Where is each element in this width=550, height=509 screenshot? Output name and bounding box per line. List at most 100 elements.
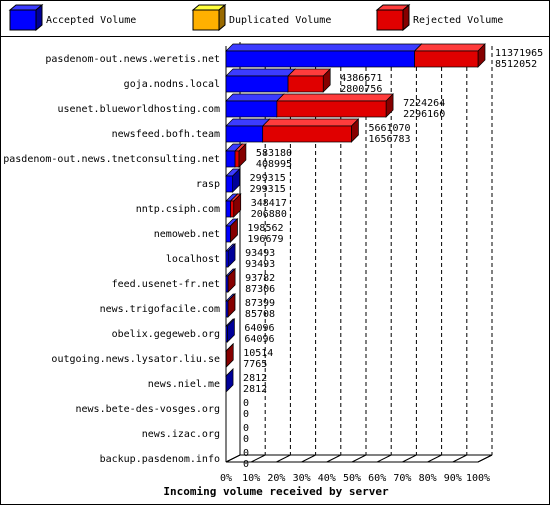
legend-swatch — [219, 5, 225, 30]
total-label: 0 — [243, 423, 249, 434]
category-label: pasdenom-out.news.weretis.net — [45, 54, 220, 65]
accepted-label: 85708 — [245, 309, 275, 320]
total-label: 4386671 — [340, 73, 382, 84]
bar-top — [277, 94, 393, 101]
total-label: 0 — [243, 448, 249, 459]
total-label: 299315 — [250, 173, 286, 184]
accepted-label: 2800756 — [340, 84, 382, 95]
accepted-label: 64096 — [244, 334, 274, 345]
accepted-label: 196679 — [247, 234, 283, 245]
x-tick-label: 30% — [293, 473, 311, 484]
accepted-label: 408995 — [256, 159, 292, 170]
total-label: 0 — [243, 398, 249, 409]
bar-top — [226, 119, 270, 126]
category-label: nntp.csiph.com — [136, 204, 220, 215]
bar-front — [226, 151, 235, 167]
bar-top — [226, 44, 422, 51]
legend-label: Rejected Volume — [413, 15, 503, 26]
bar-front — [226, 226, 230, 242]
bar-segment — [226, 44, 422, 67]
bar-top — [263, 119, 359, 126]
x-tick-label: 10% — [242, 473, 260, 484]
category-label: rasp — [196, 179, 220, 190]
accepted-label: 0 — [243, 409, 249, 420]
legend-label: Duplicated Volume — [229, 15, 331, 26]
total-label: 198562 — [247, 223, 283, 234]
total-label: 2812 — [243, 373, 267, 384]
bar-segment — [263, 119, 359, 142]
x-tick-label: 60% — [368, 473, 386, 484]
bar-top — [226, 69, 295, 76]
accepted-label: 0 — [243, 459, 249, 470]
legend-swatch — [377, 10, 403, 30]
x-tick-label: 80% — [419, 473, 437, 484]
accepted-label: 7765 — [243, 359, 267, 370]
category-label: newsfeed.bofh.team — [112, 129, 220, 140]
category-label: news.bete-des-vosges.org — [76, 404, 221, 415]
bar-front — [226, 326, 227, 342]
bar-top — [226, 94, 284, 101]
total-label: 10514 — [243, 348, 273, 359]
category-label: pasdenom-out.news.tnetconsulting.net — [3, 154, 220, 165]
category-label: news.izac.org — [142, 429, 220, 440]
accepted-label: 87306 — [245, 284, 275, 295]
accepted-label: 2812 — [243, 384, 267, 395]
bar-front — [226, 251, 228, 267]
accepted-label: 8512052 — [495, 59, 537, 70]
bar-front — [226, 76, 288, 92]
total-label: 11371965 — [495, 48, 543, 59]
x-tick-label: 50% — [343, 473, 361, 484]
bar-front — [415, 51, 478, 67]
accepted-label: 206880 — [251, 209, 287, 220]
x-tick-label: 70% — [393, 473, 411, 484]
bar-front — [226, 126, 263, 142]
bar-segment — [277, 94, 393, 117]
total-label: 583180 — [256, 148, 292, 159]
bar-segment — [415, 44, 485, 67]
total-label: 348417 — [251, 198, 287, 209]
category-label: feed.usenet-fr.net — [112, 279, 220, 290]
bar-front — [288, 76, 323, 92]
category-label: usenet.blueworldhosting.com — [57, 104, 220, 115]
category-label: nemoweb.net — [154, 229, 220, 240]
total-label: 93782 — [245, 273, 275, 284]
x-tick-label: 100% — [466, 473, 490, 484]
bar-front — [231, 201, 234, 217]
legend-swatch — [10, 10, 36, 30]
category-label: obelix.gegeweb.org — [112, 329, 220, 340]
legend-swatch — [193, 10, 219, 30]
bar-front — [226, 51, 415, 67]
accepted-label: 299315 — [250, 184, 286, 195]
accepted-label: 93493 — [245, 259, 275, 270]
bar-segment — [226, 69, 295, 92]
legend-label: Accepted Volume — [46, 15, 136, 26]
accepted-label: 0 — [243, 434, 249, 445]
total-label: 7224264 — [403, 98, 445, 109]
x-tick-label: 90% — [444, 473, 462, 484]
category-label: goja.nodns.local — [124, 79, 220, 90]
legend-swatch — [403, 5, 409, 30]
x-tick-label: 20% — [267, 473, 285, 484]
total-label: 64096 — [244, 323, 274, 334]
accepted-label: 1656783 — [368, 134, 410, 145]
x-tick-label: 40% — [318, 473, 336, 484]
category-label: localhost — [166, 254, 220, 265]
bar-front — [226, 176, 233, 192]
bar-front — [226, 101, 277, 117]
bar-segment — [226, 94, 284, 117]
total-label: 87399 — [245, 298, 275, 309]
legend-swatch — [36, 5, 42, 30]
category-label: news.niel.me — [148, 379, 220, 390]
accepted-label: 2296160 — [403, 109, 445, 120]
total-label: 5661070 — [368, 123, 410, 134]
bar-front — [226, 201, 231, 217]
category-label: news.trigofacile.com — [100, 304, 220, 315]
bar-front — [277, 101, 386, 117]
bar-top — [415, 44, 485, 51]
bar-front — [263, 126, 352, 142]
x-tick-label: 0% — [220, 473, 232, 484]
category-label: backup.pasdenom.info — [100, 454, 220, 465]
category-label: outgoing.news.lysator.liu.se — [51, 354, 220, 365]
bar-front — [235, 151, 239, 167]
